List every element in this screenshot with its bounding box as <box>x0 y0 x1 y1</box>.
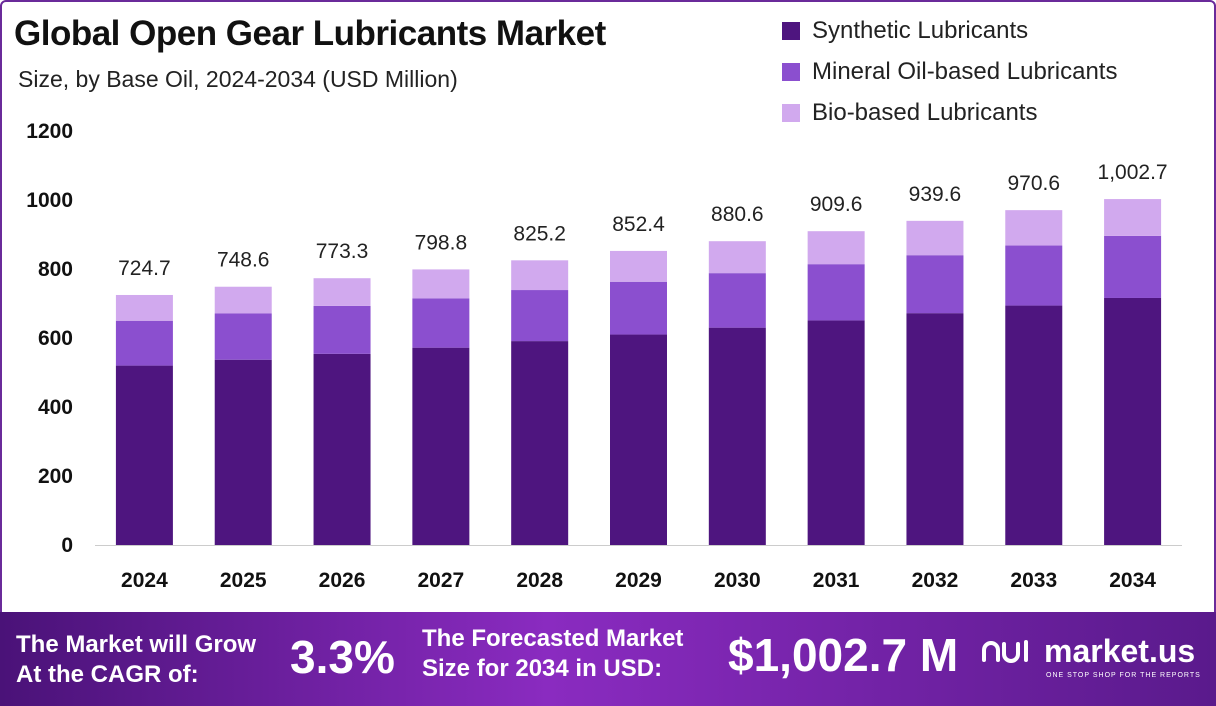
brand-name: market.us <box>1044 633 1196 669</box>
bar-mineral-2024 <box>115 320 173 366</box>
y-tick-label-0: 0 <box>61 534 73 557</box>
x-tick-label-2026: 2026 <box>319 569 366 592</box>
bar-bio-2031 <box>807 231 865 265</box>
legend-label-mineral: Mineral Oil-based Lubricants <box>812 57 1118 85</box>
bar-mineral-2030 <box>708 273 766 328</box>
total-label-2031: 909.6 <box>810 193 863 216</box>
market-size-label: The Forecasted Market Size for 2034 in U… <box>422 624 683 684</box>
total-label-2026: 773.3 <box>316 240 369 263</box>
bar-mineral-2031 <box>807 264 865 321</box>
bar-bio-2028 <box>511 260 569 291</box>
legend-item-bio: Bio-based Lubricants <box>782 92 1117 133</box>
bar-bio-2032 <box>906 220 964 256</box>
bar-synthetic-2026 <box>313 353 371 545</box>
market-size-label-line-1: The Forecasted Market <box>422 625 684 652</box>
bar-synthetic-2034 <box>1104 297 1162 545</box>
cagr-label-line-2: At the CAGR of: <box>16 661 199 688</box>
cagr-label-line-1: The Market will Grow <box>16 631 257 658</box>
total-label-2032: 939.6 <box>909 183 962 206</box>
x-tick-label-2028: 2028 <box>516 569 563 592</box>
cagr-label: The Market will Grow At the CAGR of: <box>16 630 256 690</box>
x-tick-label-2034: 2034 <box>1109 569 1156 592</box>
bar-synthetic-2029 <box>610 334 667 545</box>
total-label-2024: 724.7 <box>118 257 171 280</box>
bar-mineral-2025 <box>214 313 272 360</box>
total-label-2033: 970.6 <box>1007 172 1060 195</box>
x-tick-label-2031: 2031 <box>813 569 860 592</box>
x-tick-label-2032: 2032 <box>912 569 959 592</box>
bar-mineral-2026 <box>313 305 371 354</box>
legend-label-bio: Bio-based Lubricants <box>812 98 1038 126</box>
total-label-2029: 852.4 <box>612 213 665 236</box>
bar-bio-2025 <box>214 286 272 314</box>
bar-synthetic-2032 <box>906 313 964 545</box>
bar-synthetic-2025 <box>214 359 272 545</box>
bar-bio-2026 <box>313 278 371 306</box>
x-tick-label-2024: 2024 <box>121 569 168 592</box>
bar-mineral-2032 <box>906 255 964 314</box>
bar-mineral-2027 <box>412 298 470 348</box>
brand-logo: market.us ONE STOP SHOP FOR THE REPORTS <box>980 633 1200 679</box>
y-tick-label-400: 400 <box>38 396 73 419</box>
bar-bio-2024 <box>115 294 173 321</box>
bar-mineral-2034 <box>1104 235 1162 298</box>
footer-banner: The Market will Grow At the CAGR of: 3.3… <box>0 612 1216 706</box>
bar-synthetic-2027 <box>412 347 470 545</box>
bar-synthetic-2028 <box>511 341 569 545</box>
bar-bio-2027 <box>412 269 470 299</box>
market-size-value: $1,002.7 M <box>728 629 959 681</box>
legend-swatch-synthetic <box>782 21 800 40</box>
total-label-2028: 825.2 <box>513 222 566 245</box>
y-tick-label-1200: 1200 <box>26 120 73 143</box>
x-tick-label-2027: 2027 <box>418 569 465 592</box>
y-tick-label-200: 200 <box>38 465 73 488</box>
cagr-value: 3.3% <box>290 631 395 683</box>
y-tick-label-600: 600 <box>38 327 73 350</box>
x-tick-label-2030: 2030 <box>714 569 761 592</box>
bar-mineral-2028 <box>511 290 569 342</box>
bar-bio-2033 <box>1005 210 1063 246</box>
total-label-2034: 1,002.7 <box>1098 161 1168 184</box>
bar-bio-2030 <box>708 241 766 274</box>
chart-subtitle: Size, by Base Oil, 2024-2034 (USD Millio… <box>18 66 458 92</box>
total-label-2030: 880.6 <box>711 203 764 226</box>
bar-synthetic-2024 <box>115 365 173 545</box>
y-tick-label-1000: 1000 <box>26 189 73 212</box>
bar-mineral-2033 <box>1005 245 1063 306</box>
legend-swatch-mineral <box>782 62 800 81</box>
legend-swatch-bio <box>782 103 800 122</box>
market-size-label-line-2: Size for 2034 in USD: <box>422 655 663 682</box>
bar-mineral-2029 <box>610 281 667 335</box>
bar-bio-2034 <box>1104 199 1162 236</box>
legend-label-synthetic: Synthetic Lubricants <box>812 16 1029 44</box>
bar-synthetic-2033 <box>1005 305 1063 545</box>
bar-synthetic-2030 <box>708 327 766 545</box>
legend-item-mineral: Mineral Oil-based Lubricants <box>782 51 1117 92</box>
y-tick-label-800: 800 <box>38 258 73 281</box>
legend: Synthetic Lubricants Mineral Oil-based L… <box>782 10 1117 133</box>
bar-chart: 0 200 400 600 800 1000 1200 724.7 2024 748.6 2025 7… <box>26 120 1182 592</box>
x-tick-label-2029: 2029 <box>615 569 662 592</box>
total-label-2025: 748.6 <box>217 249 270 272</box>
bar-synthetic-2031 <box>807 320 865 545</box>
legend-item-synthetic: Synthetic Lubricants <box>782 10 1117 51</box>
market-us-logo-icon <box>982 640 1028 663</box>
total-label-2027: 798.8 <box>415 231 468 254</box>
brand-tagline: ONE STOP SHOP FOR THE REPORTS <box>1046 672 1201 679</box>
chart-title: Global Open Gear Lubricants Market <box>14 14 606 53</box>
x-tick-label-2025: 2025 <box>220 569 267 592</box>
x-tick-label-2033: 2033 <box>1010 569 1057 592</box>
bar-bio-2029 <box>610 250 667 282</box>
